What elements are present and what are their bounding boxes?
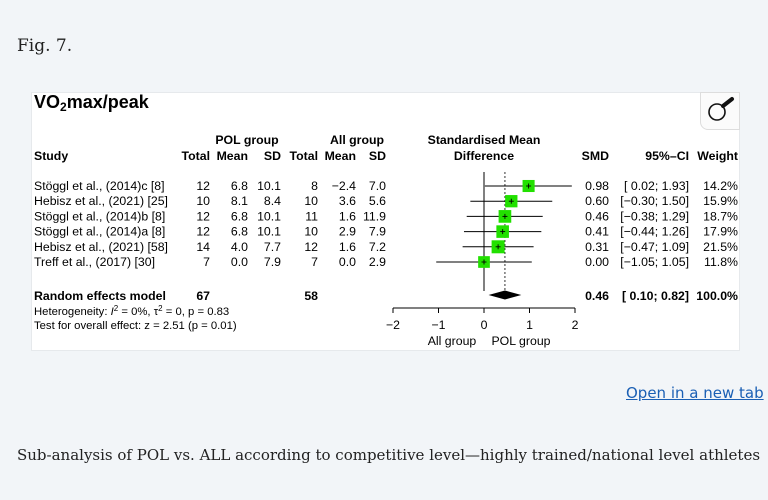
- study-ci: [−0.38; 1.29]: [620, 209, 689, 223]
- study-pol_total: 12: [196, 209, 210, 223]
- study-weight: 14.2%: [703, 179, 738, 193]
- study-pol_mean: 4.0: [231, 240, 248, 254]
- study-weight: 18.7%: [703, 209, 738, 223]
- header-pol-group: POL group: [215, 133, 278, 147]
- magnifier-icon: [708, 97, 734, 121]
- study-pol_mean: 8.1: [231, 194, 248, 208]
- figure-label: Fig. 7.: [17, 36, 73, 56]
- figure-title: VO2max/peak: [34, 92, 149, 114]
- study-pol_sd: 8.4: [264, 194, 281, 208]
- study-pol_total: 12: [196, 179, 210, 193]
- col-all-mean: Mean: [325, 149, 356, 163]
- study-smd: 0.00: [585, 255, 609, 269]
- study-pol_mean: 6.8: [231, 209, 248, 223]
- col-pol-total: Total: [182, 149, 210, 163]
- study-weight: 21.5%: [703, 240, 738, 254]
- study-all_total: 10: [304, 194, 318, 208]
- study-all_mean: 3.6: [339, 194, 356, 208]
- xlabel-right: POL group: [491, 334, 550, 348]
- header-effect-2: Difference: [454, 149, 514, 163]
- overall-test-text: Test for overall effect: z = 2.51 (p = 0…: [34, 320, 237, 332]
- study-all_mean: −2.4: [332, 179, 356, 193]
- study-all_mean: 1.6: [339, 209, 356, 223]
- study-smd: 0.98: [585, 179, 609, 193]
- study-all_total: 8: [311, 179, 318, 193]
- study-pol_total: 10: [196, 194, 210, 208]
- col-all-sd: SD: [369, 149, 386, 163]
- figure-image: [31, 92, 740, 351]
- study-ci: [−0.47; 1.09]: [620, 240, 689, 254]
- study-ci: [−1.05; 1.05]: [620, 255, 689, 269]
- study-all_mean: 1.6: [339, 240, 356, 254]
- study-study: Stöggl et al., (2014)a [8]: [34, 225, 165, 239]
- study-all_total: 7: [311, 255, 318, 269]
- study-all_sd: 2.9: [369, 255, 386, 269]
- study-all_sd: 7.2: [369, 240, 386, 254]
- study-ci: [ 0.02; 1.93]: [624, 179, 689, 193]
- col-study: Study: [34, 149, 68, 163]
- figure-caption: Sub-analysis of POL vs. ALL according to…: [17, 446, 761, 464]
- study-smd: 0.46: [585, 209, 609, 223]
- summary-smd: 0.46: [585, 289, 609, 303]
- study-pol_sd: 10.1: [257, 209, 281, 223]
- xlabel-left: All group: [428, 334, 477, 348]
- study-smd: 0.60: [585, 194, 609, 208]
- study-pol_total: 7: [203, 255, 210, 269]
- study-smd: 0.41: [585, 225, 609, 239]
- x-tick-label: 0: [481, 318, 488, 332]
- study-pol_mean: 0.0: [231, 255, 248, 269]
- study-weight: 15.9%: [703, 194, 738, 208]
- study-all_sd: 11.9: [363, 209, 386, 223]
- study-pol_mean: 6.8: [231, 225, 248, 239]
- study-pol_sd: 10.1: [257, 179, 281, 193]
- open-in-new-tab-link[interactable]: Open in a new tab: [626, 384, 764, 402]
- summary-diamond: [488, 290, 522, 300]
- study-study: Stöggl et al., (2014)b [8]: [34, 209, 165, 223]
- header-all-group: All group: [330, 133, 384, 147]
- x-tick-label: 1: [526, 318, 533, 332]
- zoom-button[interactable]: [700, 92, 740, 130]
- study-ci: [−0.30; 1.50]: [620, 194, 689, 208]
- x-tick-label: −2: [386, 318, 400, 332]
- study-study: Stöggl et al., (2014)c [8]: [34, 179, 165, 193]
- study-study: Hebisz et al., (2021) [25]: [34, 194, 168, 208]
- study-pol_total: 12: [196, 225, 210, 239]
- study-all_total: 11: [305, 209, 318, 223]
- study-pol_total: 14: [196, 240, 210, 254]
- col-ci: 95%–CI: [645, 149, 689, 163]
- summary-label: Random effects model: [34, 289, 166, 303]
- col-pol-mean: Mean: [217, 149, 248, 163]
- study-all_sd: 7.9: [369, 225, 386, 239]
- col-pol-sd: SD: [264, 149, 281, 163]
- study-all_sd: 7.0: [369, 179, 386, 193]
- study-ci: [−0.44; 1.26]: [620, 225, 689, 239]
- header-effect-1: Standardised Mean: [428, 133, 541, 147]
- col-all-total: Total: [290, 149, 318, 163]
- study-weight: 11.8%: [704, 255, 738, 269]
- study-weight: 17.9%: [703, 225, 738, 239]
- study-all_mean: 0.0: [339, 255, 356, 269]
- study-all_mean: 2.9: [339, 225, 356, 239]
- summary-ci: [ 0.10; 0.82]: [622, 289, 689, 303]
- x-tick-label: −1: [431, 318, 445, 332]
- x-tick-label: 2: [572, 318, 579, 332]
- study-all_total: 10: [304, 225, 318, 239]
- study-study: Treff et al., (2017) [30]: [34, 255, 155, 269]
- summary-all-total: 58: [304, 289, 318, 303]
- study-pol_mean: 6.8: [231, 179, 248, 193]
- study-all_sd: 5.6: [369, 194, 386, 208]
- study-study: Hebisz et al., (2021) [58]: [34, 240, 168, 254]
- study-all_total: 12: [304, 240, 318, 254]
- summary-weight: 100.0%: [696, 289, 738, 303]
- col-weight: Weight: [697, 149, 738, 163]
- summary-pol-total: 67: [196, 289, 210, 303]
- study-pol_sd: 10.1: [257, 225, 281, 239]
- heterogeneity-text: Heterogeneity: I2 = 0%, τ2 = 0, p = 0.83: [34, 304, 229, 319]
- study-smd: 0.31: [585, 240, 609, 254]
- study-pol_sd: 7.7: [264, 240, 281, 254]
- study-pol_sd: 7.9: [264, 255, 281, 269]
- col-smd: SMD: [582, 149, 609, 163]
